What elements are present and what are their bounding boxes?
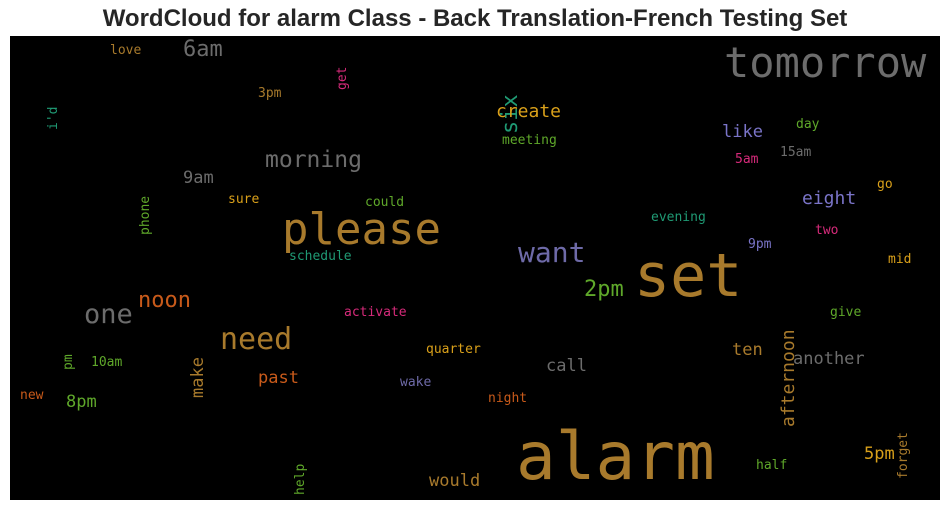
word-forget: forget: [896, 432, 911, 479]
word-evening: evening: [651, 210, 706, 225]
word-wake: wake: [400, 375, 432, 390]
word-noon: noon: [138, 288, 191, 313]
word-past: past: [258, 368, 299, 388]
word-new: new: [20, 388, 44, 403]
word-go: go: [877, 177, 893, 192]
word-pm: pm: [61, 354, 76, 370]
word-one: one: [84, 299, 133, 330]
word-quarter: quarter: [426, 342, 481, 357]
word-need: need: [220, 322, 293, 357]
word-love: love: [110, 43, 142, 58]
word-eight: eight: [802, 188, 857, 209]
word-create: create: [496, 101, 562, 122]
word-8pm: 8pm: [66, 392, 97, 412]
word-2pm: 2pm: [584, 277, 624, 302]
word-make: make: [188, 357, 208, 398]
word-morning: morning: [265, 147, 362, 173]
word-call: call: [546, 356, 587, 376]
word-would: would: [429, 471, 481, 491]
word-could: could: [365, 195, 405, 210]
chart-title: WordCloud for alarm Class - Back Transla…: [102, 5, 848, 32]
word-phone: phone: [138, 195, 153, 235]
word-schedule: schedule: [289, 249, 352, 264]
word-mid: mid: [888, 252, 912, 267]
word-two: two: [815, 223, 839, 238]
wordcloud-canvas: alarm set tomorrow please need want one morning…: [10, 36, 940, 500]
word-half: half: [756, 458, 788, 473]
word-meeting: meeting: [502, 133, 557, 148]
word-give: give: [830, 305, 862, 320]
word-afternoon: afternoon: [778, 329, 799, 427]
word-like: like: [722, 122, 763, 142]
word-3pm: 3pm: [258, 86, 282, 101]
word-ten: ten: [732, 340, 763, 360]
word-9pm: 9pm: [748, 237, 772, 252]
word-please: please: [282, 204, 441, 255]
word-6am: 6am: [183, 37, 223, 62]
word-5am: 5am: [735, 152, 759, 167]
word-get: get: [335, 66, 350, 90]
word-10am: 10am: [91, 355, 123, 370]
word-sure: sure: [228, 192, 260, 207]
word-alarm: alarm: [516, 418, 715, 495]
word-15am: 15am: [780, 145, 812, 160]
word-want: want: [518, 236, 586, 269]
word-tomorrow: tomorrow: [724, 38, 927, 87]
word-5pm: 5pm: [864, 444, 895, 464]
word-activate: activate: [344, 305, 407, 320]
word-another: another: [793, 349, 865, 369]
word-set: set: [634, 241, 743, 311]
word-i-d: i'd: [46, 106, 61, 130]
word-help: help: [293, 463, 308, 495]
word-night: night: [488, 391, 528, 406]
word-day: day: [796, 117, 820, 132]
word-9am: 9am: [183, 168, 214, 188]
